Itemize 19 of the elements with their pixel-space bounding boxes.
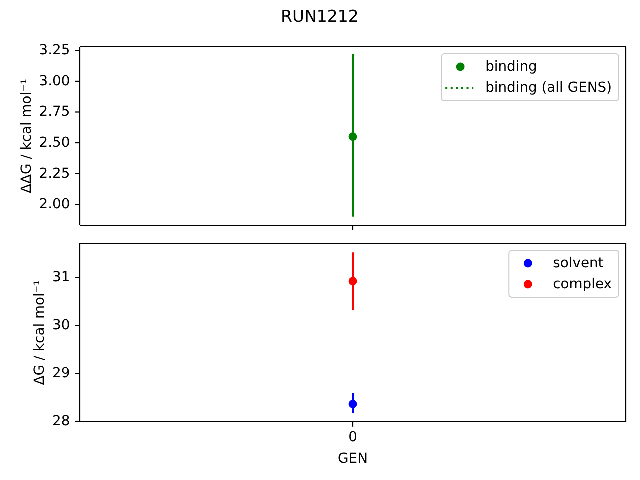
y-tick-label: 2.75 [39,104,70,120]
legend-label: solvent [553,256,604,272]
y-axis-title: ΔG / kcal mol⁻¹ [32,280,48,386]
legend-label: binding [486,59,538,75]
y-tick-label: 2.00 [39,196,70,213]
y-tick-label: 31 [52,270,70,286]
x-tick-label: 0 [348,429,358,446]
chart-title: RUN1212 [281,6,359,26]
y-tick-label: 2.50 [39,135,70,152]
y-tick-label: 3.00 [39,73,70,90]
y-tick-label: 2.25 [39,166,70,182]
y-tick-label: 30 [52,318,70,334]
y-tick-label: 3.25 [39,42,70,59]
legend-label: binding (all GENS) [486,80,612,96]
x-axis-title: GEN [338,450,368,467]
y-tick-label: 28 [52,414,70,430]
legend-label: complex [553,276,612,292]
y-tick-label: 29 [52,366,70,382]
y-axis-title: ΔΔG / kcal mol⁻¹ [18,78,35,194]
